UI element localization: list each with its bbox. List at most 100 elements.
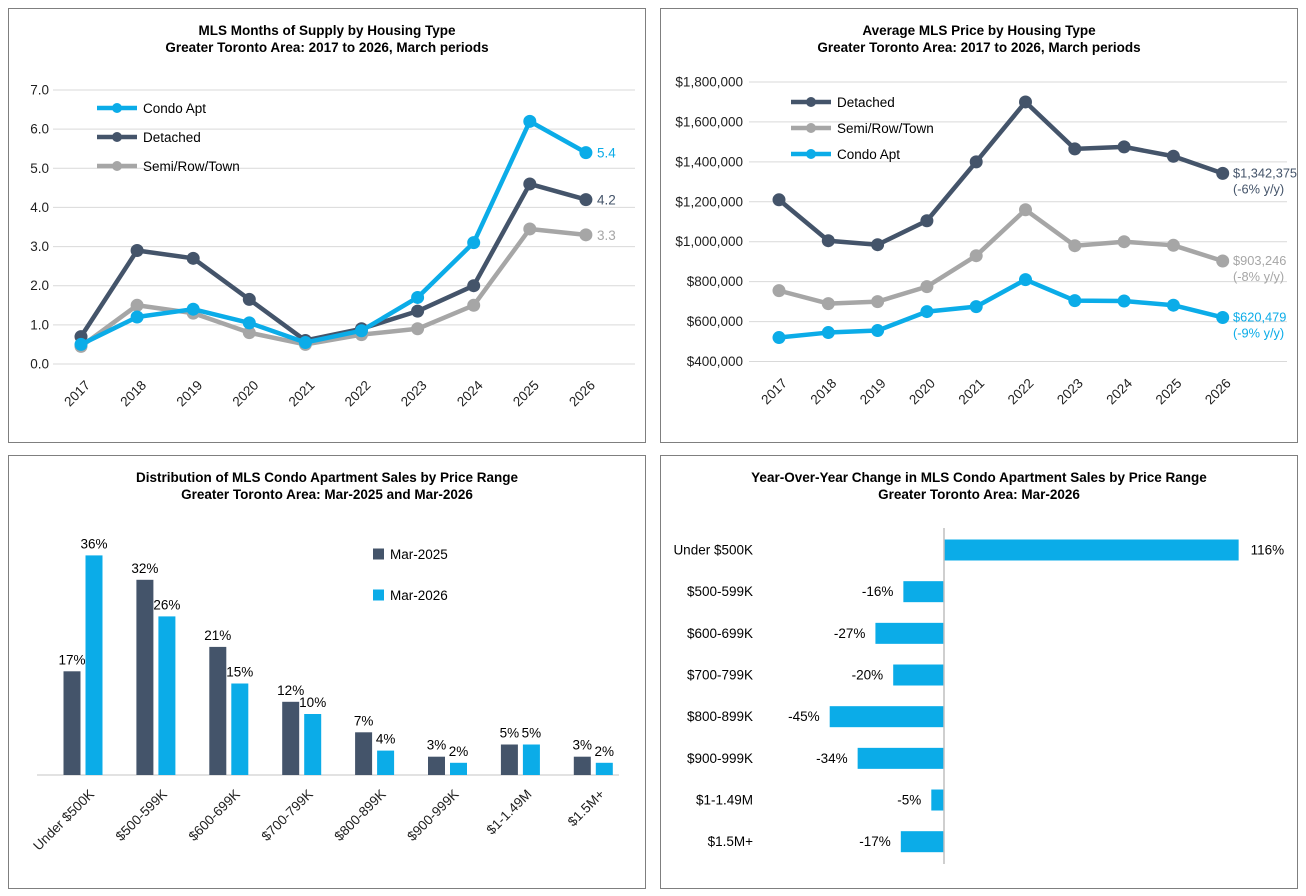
chart-subtitle: Greater Toronto Area: 2017 to 2026, Marc… xyxy=(165,40,489,55)
svg-text:$600-699K: $600-699K xyxy=(186,787,243,844)
svg-text:2021: 2021 xyxy=(286,378,318,410)
legend: Detached Semi/Row/Town Condo Apt xyxy=(791,95,934,162)
yoy-change-hbar-chart: Under $500K 116% $500-599K -16% $600-699K -27… xyxy=(673,528,1285,864)
svg-text:21%: 21% xyxy=(204,628,231,643)
svg-text:5%: 5% xyxy=(522,726,542,741)
svg-text:$800-899K: $800-899K xyxy=(687,709,753,724)
svg-text:5.0: 5.0 xyxy=(30,161,49,176)
svg-text:$700-799K: $700-799K xyxy=(687,668,753,683)
svg-text:2022: 2022 xyxy=(342,378,374,410)
svg-text:-34%: -34% xyxy=(816,751,848,766)
svg-text:$800-899K: $800-899K xyxy=(331,787,388,844)
svg-text:$600,000: $600,000 xyxy=(687,314,743,329)
gridlines: 0.0 1.0 2.0 3.0 4.0 5.0 6.0 7.0 xyxy=(30,83,635,372)
svg-text:3%: 3% xyxy=(573,738,593,753)
svg-text:116%: 116% xyxy=(1251,543,1285,558)
sales-distribution-bar-chart: 17% 36% Under $500K 32% 26% $500-599K 21% 15% $6… xyxy=(30,536,619,853)
x-axis-labels: 2017 2018 2019 2020 2021 2022 2023 2024 2025 2026 xyxy=(61,377,598,409)
svg-text:7.0: 7.0 xyxy=(30,83,49,98)
svg-text:$800,000: $800,000 xyxy=(687,274,743,289)
svg-text:17%: 17% xyxy=(58,652,85,667)
svg-text:2021: 2021 xyxy=(955,376,987,408)
svg-text:(-6% y/y): (-6% y/y) xyxy=(1233,181,1284,196)
svg-text:3.0: 3.0 xyxy=(30,239,49,254)
series-Condo Apt xyxy=(772,273,1230,345)
svg-text:-5%: -5% xyxy=(897,793,921,808)
svg-text:$700-799K: $700-799K xyxy=(259,787,316,844)
svg-text:2018: 2018 xyxy=(117,378,149,410)
svg-text:12%: 12% xyxy=(277,683,304,698)
svg-text:2017: 2017 xyxy=(61,378,93,410)
svg-text:4%: 4% xyxy=(376,732,396,747)
svg-text:2020: 2020 xyxy=(906,376,938,408)
svg-text:Detached: Detached xyxy=(143,130,201,145)
svg-text:-20%: -20% xyxy=(852,668,884,683)
panel-average-price: Average MLS Price by Housing Type Greate… xyxy=(660,8,1298,443)
svg-text:3%: 3% xyxy=(427,738,447,753)
panel-months-of-supply: MLS Months of Supply by Housing Type Gre… xyxy=(8,8,646,443)
svg-text:$1,800,000: $1,800,000 xyxy=(675,75,743,90)
svg-text:Under $500K: Under $500K xyxy=(673,543,753,558)
chart-title: MLS Months of Supply by Housing Type xyxy=(198,23,456,38)
chart-subtitle: Greater Toronto Area: Mar-2026 xyxy=(878,487,1080,502)
panel-sales-distribution: Distribution of MLS Condo Apartment Sale… xyxy=(8,455,646,889)
end-labels: 5.4 4.2 3.3 xyxy=(597,146,616,243)
svg-text:Under $500K: Under $500K xyxy=(30,787,97,854)
svg-text:Mar-2026: Mar-2026 xyxy=(390,588,448,603)
chart-title: Average MLS Price by Housing Type xyxy=(862,23,1096,38)
svg-text:Semi/Row/Town: Semi/Row/Town xyxy=(837,121,934,136)
svg-text:15%: 15% xyxy=(226,665,253,680)
svg-text:$1,600,000: $1,600,000 xyxy=(675,114,743,129)
series-Detached xyxy=(74,177,593,348)
legend: Condo Apt Detached Semi/Row/Town xyxy=(97,101,240,174)
chart-subtitle: Greater Toronto Area: 2017 to 2026, Marc… xyxy=(817,40,1141,55)
end-labels: $1,342,375(-6% y/y) $903,246(-8% y/y) $620… xyxy=(1233,165,1297,340)
svg-text:2024: 2024 xyxy=(454,377,486,409)
svg-text:Condo Apt: Condo Apt xyxy=(143,101,206,116)
svg-text:32%: 32% xyxy=(131,561,158,576)
svg-text:2.0: 2.0 xyxy=(30,278,49,293)
svg-text:$1,000,000: $1,000,000 xyxy=(675,234,743,249)
svg-text:5%: 5% xyxy=(500,726,520,741)
months-of-supply-line-chart: 0.0 1.0 2.0 3.0 4.0 5.0 6.0 7.0 2017 2018 2019 2020… xyxy=(30,83,635,409)
panel-yoy-change: Year-Over-Year Change in MLS Condo Apart… xyxy=(660,455,1298,889)
svg-text:2017: 2017 xyxy=(758,376,790,408)
svg-text:2025: 2025 xyxy=(510,378,542,410)
svg-text:26%: 26% xyxy=(153,597,180,612)
series-Semi/Row/Town xyxy=(772,203,1230,311)
svg-text:10%: 10% xyxy=(299,695,326,710)
svg-text:$500-599K: $500-599K xyxy=(113,787,170,844)
legend: Mar-2025 Mar-2026 xyxy=(373,547,448,603)
svg-text:2026: 2026 xyxy=(1202,376,1234,408)
svg-text:2025: 2025 xyxy=(1153,376,1185,408)
svg-text:$903,246: $903,246 xyxy=(1233,253,1286,268)
svg-text:2024: 2024 xyxy=(1103,375,1135,407)
svg-text:Semi/Row/Town: Semi/Row/Town xyxy=(143,159,240,174)
svg-text:1.0: 1.0 xyxy=(30,317,49,332)
svg-text:-17%: -17% xyxy=(859,834,891,849)
series-Detached xyxy=(772,95,1230,252)
svg-text:2020: 2020 xyxy=(230,378,262,410)
svg-text:$1.5M+: $1.5M+ xyxy=(565,786,608,829)
svg-text:Condo Apt: Condo Apt xyxy=(837,147,900,162)
svg-text:2026: 2026 xyxy=(566,378,598,410)
svg-text:4.2: 4.2 xyxy=(597,193,616,208)
bar-groups: 17% 36% Under $500K 32% 26% $500-599K 21% 15% $6… xyxy=(30,536,614,853)
x-axis-labels: 2017 2018 2019 2020 2021 2022 2023 2024 2025 2026 xyxy=(758,375,1234,407)
svg-text:Mar-2025: Mar-2025 xyxy=(390,547,448,562)
svg-text:2%: 2% xyxy=(595,744,615,759)
svg-text:2022: 2022 xyxy=(1005,376,1037,408)
svg-text:2019: 2019 xyxy=(857,376,889,408)
svg-text:(-9% y/y): (-9% y/y) xyxy=(1233,325,1284,340)
svg-text:36%: 36% xyxy=(80,536,107,551)
svg-text:$620,479: $620,479 xyxy=(1233,309,1286,324)
svg-text:Detached: Detached xyxy=(837,95,895,110)
svg-text:$900-999K: $900-999K xyxy=(404,787,461,844)
svg-text:3.3: 3.3 xyxy=(597,228,616,243)
svg-text:$400,000: $400,000 xyxy=(687,354,743,369)
bar-rows: Under $500K 116% $500-599K -16% $600-699K -27… xyxy=(673,539,1285,853)
svg-text:$1,200,000: $1,200,000 xyxy=(675,194,743,209)
svg-text:2%: 2% xyxy=(449,744,469,759)
svg-text:2018: 2018 xyxy=(808,376,840,408)
